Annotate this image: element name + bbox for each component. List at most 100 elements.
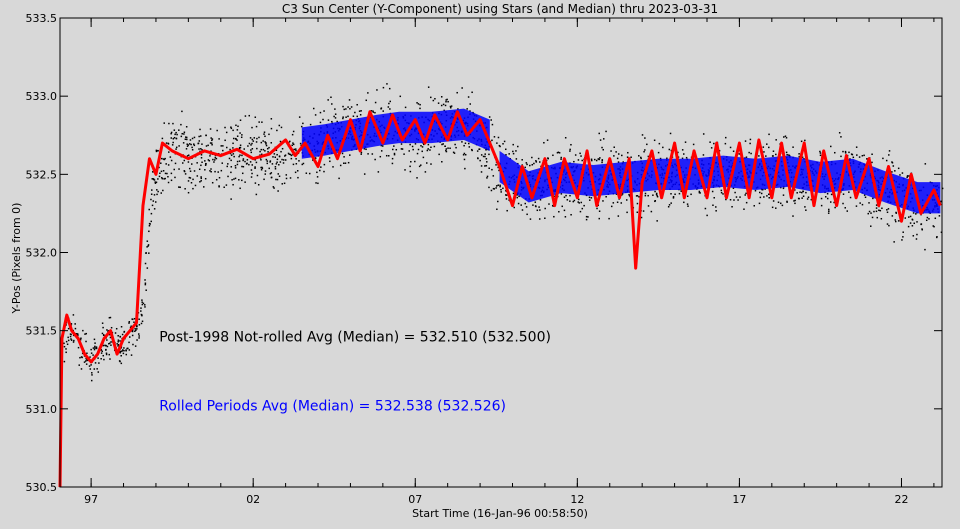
data-point bbox=[440, 104, 443, 107]
data-point bbox=[636, 211, 639, 214]
data-point bbox=[658, 142, 661, 145]
data-point bbox=[612, 202, 615, 204]
data-point bbox=[792, 146, 794, 148]
data-point bbox=[214, 157, 217, 159]
x-axis: 97 02 07 12 17 22 bbox=[84, 18, 935, 506]
data-point bbox=[248, 163, 250, 166]
data-point bbox=[187, 154, 190, 156]
data-point bbox=[183, 159, 186, 162]
data-point bbox=[782, 187, 785, 190]
data-point bbox=[573, 199, 576, 202]
data-point bbox=[797, 197, 800, 200]
data-point bbox=[608, 217, 610, 220]
data-point bbox=[766, 143, 768, 145]
data-point bbox=[97, 371, 100, 373]
data-point bbox=[247, 145, 249, 147]
data-point bbox=[840, 136, 842, 138]
data-point bbox=[220, 145, 222, 147]
data-point bbox=[713, 197, 715, 199]
data-point bbox=[186, 155, 189, 157]
data-point bbox=[94, 362, 97, 364]
data-point bbox=[456, 91, 458, 94]
data-point bbox=[130, 325, 132, 328]
data-point bbox=[805, 191, 807, 194]
data-point bbox=[395, 148, 398, 151]
data-point bbox=[217, 171, 219, 173]
data-point bbox=[232, 129, 234, 132]
data-point bbox=[179, 186, 181, 189]
data-point bbox=[273, 187, 275, 189]
data-point bbox=[644, 137, 646, 139]
data-point bbox=[84, 333, 86, 335]
data-point bbox=[210, 168, 212, 170]
data-point bbox=[92, 354, 94, 356]
data-point bbox=[98, 362, 100, 364]
data-point bbox=[804, 206, 806, 208]
data-point bbox=[90, 352, 93, 354]
data-point bbox=[241, 165, 243, 168]
data-point bbox=[680, 190, 682, 192]
data-layer bbox=[58, 83, 944, 488]
data-point bbox=[269, 161, 271, 163]
data-point bbox=[638, 155, 640, 157]
data-point bbox=[360, 151, 363, 154]
data-point bbox=[447, 147, 449, 149]
data-point bbox=[906, 175, 909, 177]
data-point bbox=[181, 132, 183, 135]
data-point bbox=[165, 142, 168, 144]
data-point bbox=[255, 125, 258, 128]
data-point bbox=[159, 172, 161, 175]
data-point bbox=[804, 139, 806, 142]
data-point bbox=[521, 209, 524, 211]
data-point bbox=[358, 110, 361, 112]
data-point bbox=[270, 118, 273, 120]
data-point bbox=[173, 136, 176, 139]
data-point bbox=[236, 129, 239, 131]
data-point bbox=[485, 158, 488, 160]
data-point bbox=[101, 350, 103, 353]
data-point bbox=[162, 158, 165, 160]
data-point bbox=[271, 163, 274, 165]
data-point bbox=[698, 190, 701, 193]
data-point bbox=[463, 152, 466, 155]
data-point bbox=[126, 347, 128, 350]
data-point bbox=[135, 329, 137, 332]
data-point bbox=[345, 108, 347, 110]
data-point bbox=[302, 162, 305, 165]
data-point bbox=[801, 156, 804, 159]
data-point bbox=[512, 152, 515, 155]
data-point bbox=[250, 144, 252, 146]
data-point bbox=[150, 220, 152, 223]
data-point bbox=[152, 200, 155, 202]
data-point bbox=[670, 202, 672, 204]
data-point bbox=[228, 157, 231, 160]
data-point bbox=[92, 347, 95, 349]
data-point bbox=[123, 330, 126, 333]
data-point bbox=[855, 205, 858, 207]
data-point bbox=[725, 198, 727, 201]
data-point bbox=[743, 208, 745, 210]
data-point bbox=[291, 144, 293, 147]
data-point bbox=[389, 100, 391, 103]
data-point bbox=[646, 143, 648, 146]
data-point bbox=[93, 338, 96, 341]
data-point bbox=[819, 154, 822, 157]
data-point bbox=[289, 153, 292, 156]
data-point bbox=[792, 215, 794, 217]
data-point bbox=[334, 117, 337, 119]
data-point bbox=[260, 141, 263, 144]
data-point bbox=[888, 224, 890, 227]
data-point bbox=[141, 314, 143, 316]
data-point bbox=[284, 155, 286, 157]
data-point bbox=[393, 152, 396, 155]
data-point bbox=[590, 158, 593, 161]
data-point bbox=[669, 132, 672, 135]
data-point bbox=[419, 107, 421, 110]
data-point bbox=[552, 154, 554, 157]
data-point bbox=[759, 196, 762, 199]
data-point bbox=[924, 163, 927, 165]
data-point bbox=[577, 201, 579, 203]
data-point bbox=[142, 302, 145, 305]
data-point bbox=[504, 194, 507, 196]
data-point bbox=[720, 191, 723, 194]
